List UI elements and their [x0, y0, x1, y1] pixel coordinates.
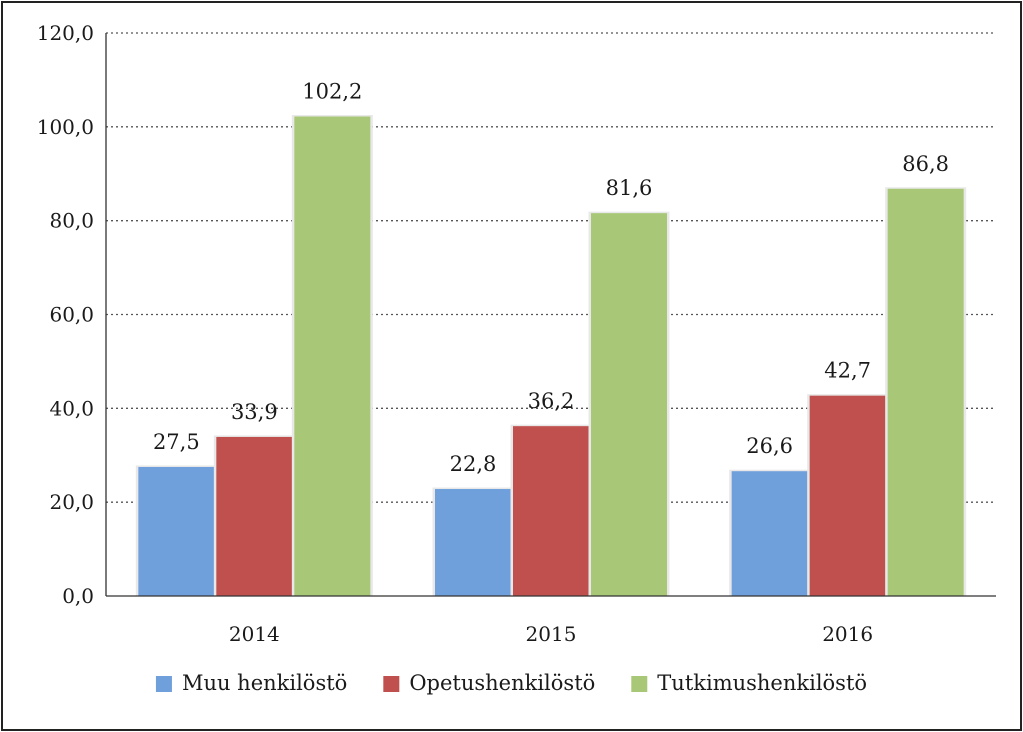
legend-swatch	[383, 676, 400, 692]
bar	[809, 395, 886, 596]
legend-label: Muu henkilöstö	[182, 671, 347, 695]
legend-swatch	[155, 676, 172, 692]
data-labels: 27,5 33,9 102,2 22,8 36,2 81,6 26,6 42,7 86,8	[153, 80, 949, 477]
bar	[294, 116, 371, 597]
y-tick-label: 40,0	[49, 396, 94, 420]
bar	[435, 489, 511, 596]
x-tick-label: 2015	[526, 622, 577, 646]
data-label: 22,8	[450, 452, 497, 476]
bar	[731, 471, 808, 596]
data-label: 102,2	[302, 80, 362, 104]
data-label: 27,5	[153, 430, 200, 454]
y-tick-label: 60,0	[49, 303, 94, 327]
legend-item: Muu henkilöstö	[155, 671, 347, 695]
data-label: 36,2	[528, 389, 575, 413]
data-label: 42,7	[824, 359, 871, 383]
data-label: 81,6	[606, 176, 653, 200]
bar	[138, 466, 215, 596]
bar	[591, 213, 667, 596]
bar	[513, 426, 589, 596]
legend-item: Tutkimushenkilöstö	[631, 671, 867, 695]
x-tick-label: 2014	[229, 622, 280, 646]
axes: 0,0 20,0 40,0 60,0 80,0 100,0 120,0 2014 2015 201…	[37, 21, 996, 646]
y-tick-label: 80,0	[49, 209, 94, 233]
data-label: 33,9	[231, 400, 278, 424]
legend-swatch	[631, 676, 648, 692]
bar	[216, 436, 293, 596]
y-tick-label: 100,0	[37, 115, 94, 139]
legend-label: Opetushenkilöstö	[409, 671, 595, 695]
data-label: 86,8	[902, 152, 949, 176]
bar	[887, 188, 964, 596]
y-tick-label: 20,0	[49, 490, 94, 514]
x-tick-label: 2016	[822, 622, 873, 646]
y-tick-label: 120,0	[37, 21, 94, 45]
legend-label: Tutkimushenkilöstö	[657, 671, 867, 695]
legend-item: Opetushenkilöstö	[383, 671, 595, 695]
legend: Muu henkilöstö Opetushenkilöstö Tutkimushe…	[155, 671, 867, 695]
bars	[135, 115, 967, 597]
data-label: 26,6	[746, 434, 793, 458]
y-tick-label: 0,0	[62, 584, 94, 608]
